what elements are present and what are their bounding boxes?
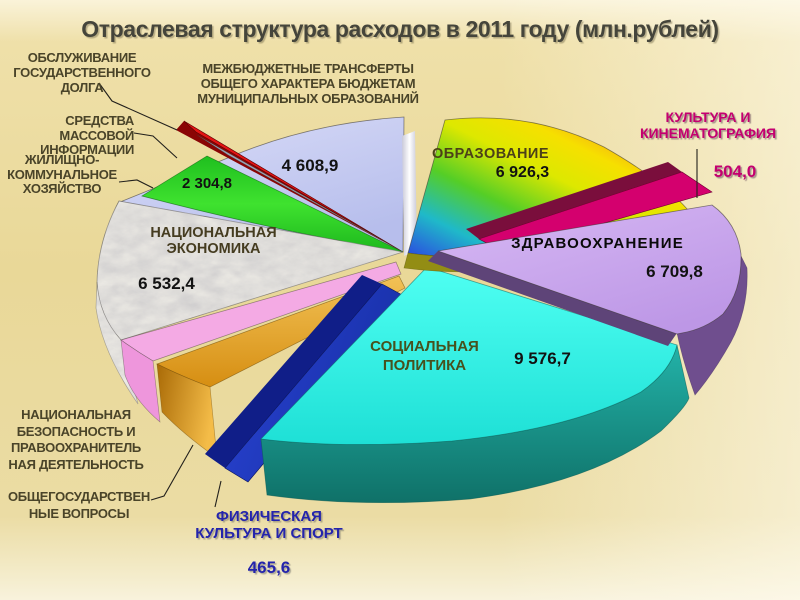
callout-line: МУНИЦИПАЛЬНЫХ ОБРАЗОВАНИЙ bbox=[197, 91, 419, 106]
pie-inner-face bbox=[402, 131, 417, 256]
callout-line: ХОЗЯЙСТВО bbox=[22, 181, 102, 196]
leader-media bbox=[133, 132, 178, 159]
slice-media bbox=[196, 134, 404, 253]
value-physical-culture-sport: 465,6 bbox=[247, 558, 291, 577]
callout-line: СРЕДСТВА bbox=[65, 113, 134, 128]
label-line: НАЦИОНАЛЬНАЯ bbox=[150, 225, 277, 241]
slice-culture-side bbox=[466, 162, 682, 239]
callout-physical-culture-sport: ФИЗИЧЕСКАЯ КУЛЬТУРА И СПОРТ bbox=[183, 508, 355, 542]
slide-title: Отраслевая структура расходов в 2011 год… bbox=[81, 16, 719, 42]
callout-line: КУЛЬТУРА И СПОРТ bbox=[195, 524, 343, 542]
callout-line: НАЦИОНАЛЬНАЯ bbox=[21, 407, 131, 422]
value-healthcare: 6 709,8 bbox=[646, 262, 703, 281]
callout-line: КИНЕМАТОГРАФИЯ bbox=[639, 124, 777, 141]
slice-security-side bbox=[120, 339, 161, 423]
callout-line: МЕЖБЮДЖЕТНЫЕ ТРАНСФЕРТЫ bbox=[202, 61, 414, 76]
value-interbudget-transfers: 4 608,9 bbox=[281, 156, 339, 175]
leader-sport bbox=[214, 480, 222, 508]
label-education: ОБРАЗОВАНИЕ bbox=[431, 146, 550, 162]
callout-line: ФИЗИЧЕСКАЯ bbox=[216, 508, 322, 525]
callout-line: ОБЩЕГО ХАРАКТЕРА БЮДЖЕТАМ bbox=[200, 76, 416, 91]
slice-debt bbox=[183, 120, 404, 253]
callout-line: КУЛЬТУРА И bbox=[665, 109, 751, 125]
label-social-policy: СОЦИАЛЬНАЯ ПОЛИТИКА bbox=[342, 337, 507, 375]
callout-line: ОБСЛУЖИВАНИЕ bbox=[27, 50, 137, 65]
label-line: СОЦИАЛЬНАЯ bbox=[370, 338, 479, 355]
label-national-economy: НАЦИОНАЛЬНАЯ ЭКОНОМИКА bbox=[136, 225, 291, 257]
callout-general-state-issues: ОБЩЕГОСУДАРСТВЕН НЫЕ ВОПРОСЫ bbox=[0, 489, 158, 522]
value-national-economy: 6 532,4 bbox=[138, 274, 195, 293]
slice-social bbox=[260, 266, 678, 445]
callout-line: ИНФОРМАЦИИ bbox=[40, 142, 134, 157]
leader-lines bbox=[98, 82, 698, 508]
slice-health-edge bbox=[428, 251, 677, 346]
callout-housing-services: ЖИЛИЩНО- КОММУНАЛЬНОЕ ХОЗЯЙСТВО bbox=[0, 152, 124, 197]
callout-line: ЖИЛИЩНО- bbox=[24, 152, 100, 167]
callout-line: БЕЗОПАСНОСТЬ И bbox=[16, 423, 136, 439]
label-healthcare: ЗДРАВООХРАНЕНИЕ bbox=[511, 235, 684, 252]
slice-health bbox=[437, 204, 742, 335]
callout-interbudget-transfers: МЕЖБЮДЖЕТНЫЕ ТРАНСФЕРТЫ ОБЩЕГО ХАРАКТЕРА… bbox=[188, 61, 428, 106]
callout-line: ДОЛГА bbox=[60, 80, 104, 95]
leader-general bbox=[150, 444, 194, 501]
callout-line: НЫЕ ВОПРОСЫ bbox=[28, 505, 130, 521]
label-line: ЭКОНОМИКА bbox=[166, 241, 261, 257]
callout-line: ПРАВООХРАНИТЕЛЬ bbox=[11, 440, 141, 455]
value-education: 6 926,3 bbox=[495, 164, 550, 181]
callout-line: МАССОВОЙ bbox=[59, 127, 134, 143]
leader-debt bbox=[98, 82, 178, 131]
value-social-policy: 9 576,7 bbox=[514, 349, 571, 368]
label-line: ПОЛИТИКА bbox=[382, 357, 467, 374]
callout-culture-cinematography: КУЛЬТУРА И КИНЕМАТОГРАФИЯ bbox=[627, 109, 789, 141]
callout-line: ОБЩЕГОСУДАРСТВЕН bbox=[8, 489, 150, 504]
value-culture-cinematography: 504,0 bbox=[713, 162, 757, 181]
callout-line: КОММУНАЛЬНОЕ bbox=[7, 166, 117, 182]
callout-debt-service: ОБСЛУЖИВАНИЕ ГОСУДАРСТВЕННОГО ДОЛГА bbox=[6, 50, 158, 95]
callout-line: НАЯ ДЕЯТЕЛЬНОСТЬ bbox=[8, 456, 144, 472]
callout-mass-media: СРЕДСТВА МАССОВОЙ ИНФОРМАЦИИ bbox=[18, 113, 134, 158]
leader-housing bbox=[118, 179, 154, 189]
callout-national-security: НАЦИОНАЛЬНАЯ БЕЗОПАСНОСТЬ И ПРАВООХРАНИТ… bbox=[0, 407, 152, 473]
slice-sport-side bbox=[205, 275, 382, 468]
callout-line: ГОСУДАРСТВЕННОГО bbox=[13, 65, 151, 80]
value-housing-services: 2 304,8 bbox=[181, 175, 233, 192]
